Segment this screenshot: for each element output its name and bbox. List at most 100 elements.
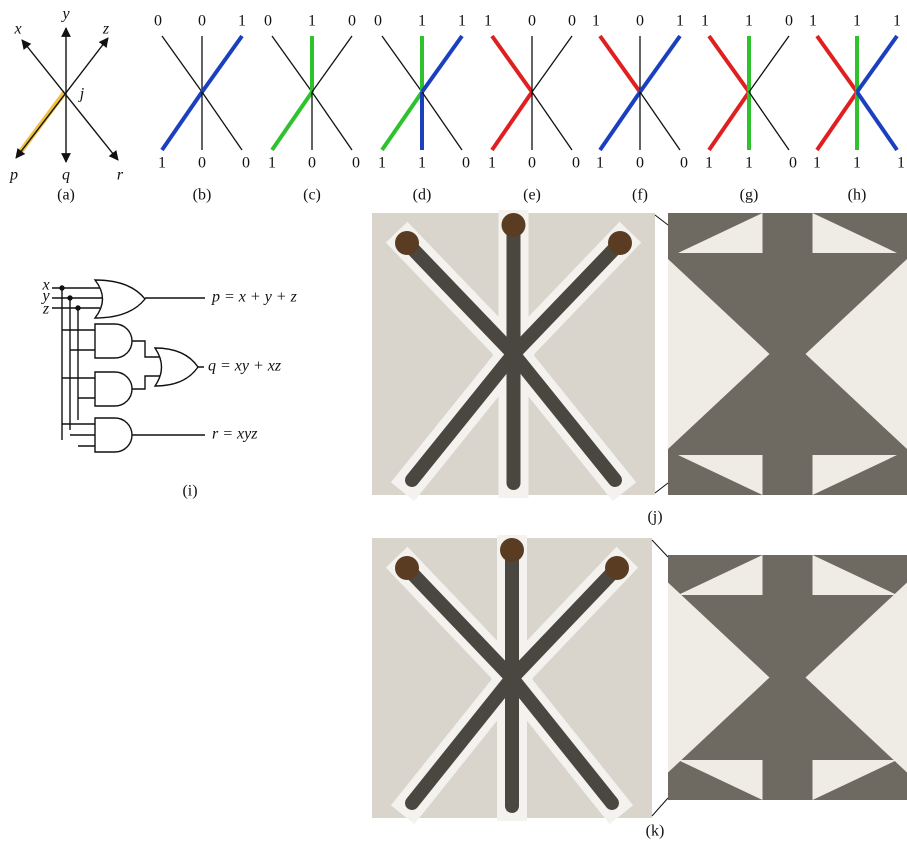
caption: (c) bbox=[303, 187, 321, 204]
segment bbox=[162, 36, 202, 92]
state-label: 0 bbox=[528, 155, 536, 172]
state-label: 0 bbox=[785, 13, 793, 30]
and-gate bbox=[95, 324, 132, 358]
state-label: 0 bbox=[198, 13, 206, 30]
state-label: 0 bbox=[242, 155, 250, 172]
caption: (h) bbox=[848, 187, 867, 204]
photo bbox=[372, 213, 655, 495]
segment bbox=[709, 92, 749, 150]
port bbox=[608, 231, 632, 255]
segment bbox=[532, 92, 572, 150]
zoom-photo bbox=[668, 555, 907, 800]
state-label: 0 bbox=[568, 13, 576, 30]
or-gate bbox=[155, 348, 198, 386]
state-label: 1 bbox=[705, 155, 713, 172]
state-label: 1 bbox=[378, 155, 386, 172]
caption: (k) bbox=[646, 823, 665, 840]
segment bbox=[492, 92, 532, 150]
segment bbox=[382, 92, 422, 150]
channel bbox=[16, 38, 108, 158]
label: z bbox=[102, 21, 110, 38]
state-label: 1 bbox=[596, 155, 604, 172]
segment bbox=[817, 36, 857, 92]
caption: (j) bbox=[647, 509, 662, 526]
segment bbox=[312, 92, 352, 150]
figure: x y z j p q r (a) x y z p = x + y + z q … bbox=[0, 0, 907, 841]
segment bbox=[532, 36, 572, 92]
caption: (d) bbox=[413, 187, 432, 204]
state-label: 0 bbox=[572, 155, 580, 172]
state-label: 1 bbox=[268, 155, 276, 172]
state-label: 1 bbox=[745, 155, 753, 172]
segment bbox=[312, 36, 352, 92]
label: q bbox=[62, 167, 70, 184]
equation: r = xyz bbox=[212, 426, 258, 443]
segment bbox=[640, 92, 680, 150]
segment bbox=[202, 92, 242, 150]
port bbox=[395, 556, 419, 580]
state-label: 0 bbox=[636, 155, 644, 172]
equation: q = xy + xz bbox=[208, 358, 282, 375]
label: z bbox=[42, 301, 50, 318]
state-label: 1 bbox=[308, 13, 316, 30]
segment bbox=[492, 36, 532, 92]
node bbox=[68, 296, 72, 300]
state-label: 1 bbox=[853, 155, 861, 172]
port bbox=[395, 231, 419, 255]
segment bbox=[600, 92, 640, 150]
state-label: 0 bbox=[374, 13, 382, 30]
state-label: 0 bbox=[528, 13, 536, 30]
state-label: 0 bbox=[154, 13, 162, 30]
zoom-connector bbox=[655, 483, 668, 493]
state-label: 0 bbox=[264, 13, 272, 30]
segment bbox=[422, 92, 462, 150]
and-gate bbox=[95, 372, 132, 406]
state-label: 1 bbox=[809, 13, 817, 30]
state-label: 1 bbox=[418, 13, 426, 30]
label: y bbox=[60, 6, 70, 23]
panel: 010100(c) bbox=[264, 13, 360, 204]
segment bbox=[709, 36, 749, 92]
segment bbox=[162, 92, 202, 150]
state-label: 1 bbox=[488, 155, 496, 172]
wire bbox=[132, 367, 205, 435]
state-label: 1 bbox=[701, 13, 709, 30]
channel bbox=[22, 40, 118, 160]
state-label: 1 bbox=[158, 155, 166, 172]
segment bbox=[817, 92, 857, 150]
segment bbox=[272, 92, 312, 150]
zoom-connector bbox=[652, 798, 668, 816]
state-label: 0 bbox=[198, 155, 206, 172]
node bbox=[60, 286, 64, 290]
state-label: 1 bbox=[238, 13, 246, 30]
wire bbox=[62, 288, 78, 440]
port bbox=[500, 538, 524, 562]
segment bbox=[749, 92, 789, 150]
caption: (f) bbox=[632, 187, 648, 204]
caption: (a) bbox=[57, 187, 75, 204]
caption: (g) bbox=[740, 187, 759, 204]
segment bbox=[640, 36, 680, 92]
port bbox=[605, 556, 629, 580]
segment bbox=[382, 36, 422, 92]
segment bbox=[857, 92, 897, 150]
and-gate bbox=[95, 418, 132, 452]
zoom-photo bbox=[668, 213, 907, 495]
state-label: 1 bbox=[853, 13, 861, 30]
state-label: 1 bbox=[592, 13, 600, 30]
state-label: 1 bbox=[484, 13, 492, 30]
photo bbox=[372, 538, 652, 818]
segment bbox=[600, 36, 640, 92]
port bbox=[502, 213, 526, 237]
circuit bbox=[52, 280, 205, 452]
state-label: 0 bbox=[352, 155, 360, 172]
label: x bbox=[13, 21, 21, 38]
label: r bbox=[117, 167, 124, 184]
state-label: 1 bbox=[893, 13, 901, 30]
